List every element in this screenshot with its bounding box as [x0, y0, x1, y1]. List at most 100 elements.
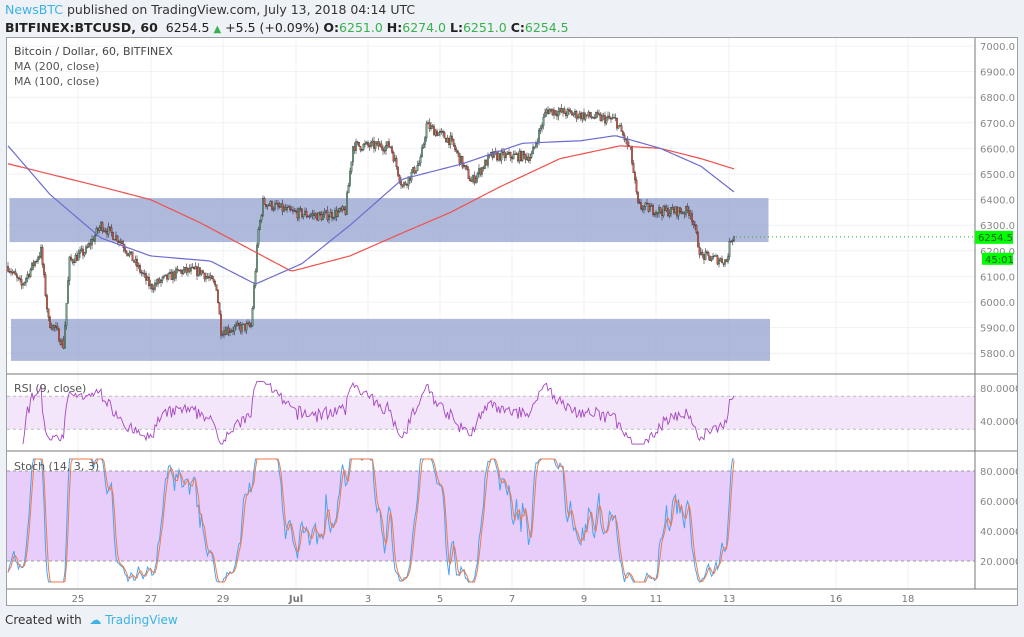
candle	[499, 153, 501, 161]
chart-canvas[interactable]: 7000.0 6900.0 6800.0 6700.0 6600.0 6500.0 6400…	[7, 38, 1021, 605]
candle	[278, 206, 281, 208]
candle	[245, 323, 248, 331]
candle	[203, 272, 206, 280]
time-tick-label: 7	[509, 594, 515, 605]
time-tick-label: 5	[437, 594, 443, 605]
candle	[283, 207, 285, 212]
candle	[728, 241, 731, 258]
created-with-text: Created with	[5, 613, 82, 627]
candle	[233, 326, 236, 332]
candle	[500, 151, 503, 161]
candle	[560, 108, 563, 113]
publisher-link[interactable]: NewsBTC	[5, 2, 63, 17]
candle	[167, 273, 170, 280]
main-legend: Bitcoin / Dollar, 60, BITFINEX MA (200, …	[14, 44, 173, 89]
candle	[76, 254, 78, 261]
candle	[158, 278, 161, 283]
candle	[385, 145, 387, 151]
candle	[256, 244, 258, 272]
candle	[28, 274, 30, 278]
time-tick-label: 11	[650, 594, 663, 605]
candle	[133, 260, 135, 263]
candle	[263, 198, 266, 205]
candle	[146, 277, 149, 281]
candle	[364, 143, 366, 145]
open-label: O:	[323, 20, 340, 35]
candle	[440, 131, 443, 133]
tradingview-link[interactable]: TradingView	[105, 613, 178, 627]
candle	[175, 268, 177, 279]
candle	[328, 216, 330, 220]
candle	[110, 227, 113, 233]
candle	[269, 201, 272, 206]
candle	[716, 255, 719, 265]
candle	[268, 204, 270, 206]
candle	[148, 277, 150, 287]
candle	[83, 252, 86, 256]
candle	[568, 109, 570, 111]
main-title: Bitcoin / Dollar, 60, BITFINEX	[14, 45, 173, 58]
candle	[359, 146, 362, 151]
candle	[157, 278, 159, 285]
candle	[443, 132, 446, 139]
time-tick-label: 27	[145, 594, 158, 605]
candle	[689, 213, 692, 216]
candle	[149, 284, 152, 287]
candle	[197, 267, 200, 276]
chart-container[interactable]: 7000.0 6900.0 6800.0 6700.0 6600.0 6500.0 6400…	[6, 37, 1021, 606]
stoch-k-line	[7, 458, 734, 583]
candle	[677, 207, 680, 217]
candle	[496, 152, 498, 161]
candle	[137, 264, 140, 267]
candle	[562, 108, 564, 113]
candle	[461, 156, 464, 168]
candle	[388, 141, 390, 148]
stoch-tick-label: 80.0000	[980, 467, 1017, 478]
candle	[11, 272, 14, 274]
candle	[605, 117, 608, 124]
candle	[709, 255, 711, 261]
candle	[35, 260, 38, 263]
candle	[358, 142, 360, 147]
candle	[379, 143, 381, 147]
candle	[236, 323, 239, 326]
candle	[115, 235, 117, 240]
candle	[194, 266, 197, 270]
time-tick-label: 16	[830, 594, 843, 605]
candle	[427, 122, 429, 125]
footer: Created with ☁ TradingView	[5, 613, 178, 627]
candle	[685, 206, 687, 215]
candle	[217, 290, 219, 303]
candle	[55, 326, 57, 328]
candle	[620, 125, 623, 132]
candle	[151, 284, 153, 290]
candle	[524, 154, 527, 160]
candle	[692, 221, 695, 225]
candle	[206, 276, 209, 278]
candle	[442, 131, 444, 133]
candle	[412, 167, 414, 173]
candle	[347, 185, 350, 194]
candle	[725, 259, 728, 262]
candle	[286, 207, 288, 211]
candle	[10, 271, 12, 273]
candle	[136, 259, 138, 267]
candle	[659, 207, 662, 213]
candle	[361, 149, 363, 151]
candle	[599, 114, 602, 121]
price-tick-label: 6000.0	[980, 298, 1015, 309]
time-tick-label: 13	[723, 594, 736, 605]
candle	[676, 206, 678, 217]
candle	[13, 271, 15, 273]
symbol-info: BITFINEX:BTCUSD, 60 6254.5 ▲ +5.5 (+0.09…	[5, 20, 569, 35]
candle	[638, 201, 641, 204]
candle	[74, 254, 77, 263]
candle	[430, 125, 432, 130]
candle	[485, 160, 488, 166]
candle	[418, 163, 420, 166]
candle	[193, 266, 195, 270]
candle	[314, 213, 317, 216]
candle	[584, 114, 587, 120]
candle	[65, 303, 68, 326]
candle	[563, 108, 566, 114]
